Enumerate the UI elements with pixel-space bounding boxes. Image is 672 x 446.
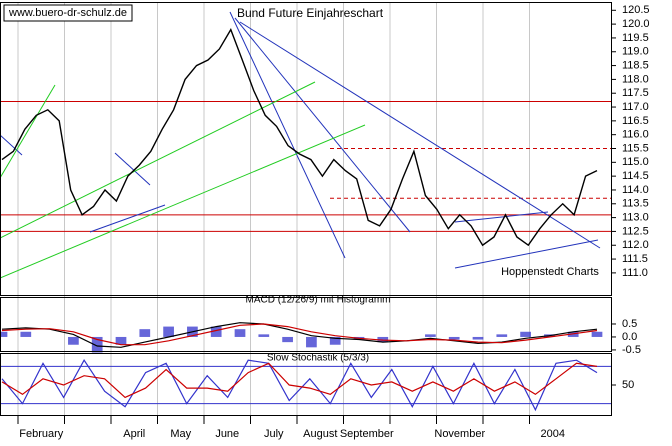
histogram-bar	[282, 336, 293, 343]
y-tick-label: 120.5	[622, 4, 650, 16]
trendline	[0, 134, 23, 156]
trendline	[0, 84, 56, 179]
histogram-bar	[163, 326, 174, 337]
trendline	[234, 17, 411, 233]
histogram-bar	[496, 334, 508, 337]
y-tick-label: 120.0	[622, 18, 650, 30]
y-tick-label: 111.5	[622, 253, 648, 265]
y-tick-label: 116.5	[622, 115, 649, 127]
trendline	[0, 124, 366, 279]
y-tick-label: 0.0	[622, 331, 637, 343]
grid	[0, 2, 611, 416]
y-tick-label: 113.0	[622, 212, 649, 224]
y-tick-label: 114.0	[622, 184, 649, 196]
x-tick-label: 2004	[541, 428, 565, 440]
y-tick-label: 113.5	[622, 198, 649, 210]
panel-frame	[0, 297, 612, 352]
trendline	[454, 211, 549, 223]
y-tick-label: 50	[622, 379, 634, 391]
histogram-bar	[258, 334, 270, 337]
y-tick-label: 117.0	[622, 101, 649, 113]
histogram-bar	[139, 329, 151, 337]
watermark: www.buero-dr-schulz.de	[8, 7, 127, 19]
histogram-bar	[20, 331, 32, 337]
chart-title: Bund Future Einjahreschart	[237, 6, 384, 20]
plot	[0, 27, 603, 412]
x-tick-label: November	[434, 428, 485, 440]
trendline	[114, 152, 151, 186]
histogram-bar	[591, 331, 603, 337]
histogram-bar	[115, 336, 127, 345]
histogram-bar	[425, 334, 436, 337]
x-tick-label: August	[303, 428, 337, 440]
series-line	[1, 27, 598, 247]
histogram-bar	[234, 329, 246, 337]
x-tick-label: June	[215, 428, 239, 440]
y-tick-label: 119.0	[622, 46, 649, 58]
histogram-bar	[306, 336, 317, 348]
histogram-bar	[329, 336, 341, 345]
histogram-bar	[210, 326, 222, 337]
series-line	[1, 359, 598, 412]
y-tick-label: 0.5	[622, 318, 637, 330]
watermark-box	[3, 4, 133, 22]
histogram-bar	[68, 336, 79, 345]
x-tick-label: May	[170, 428, 191, 440]
histogram-bar	[520, 331, 531, 337]
histogram-bar	[0, 331, 8, 337]
x-tick-label: February	[19, 428, 64, 440]
y-tick-label: 118.5	[622, 59, 649, 71]
y-tick-label: 119.5	[622, 32, 649, 44]
x-tick-label: July	[264, 428, 284, 440]
histogram-bar	[91, 336, 103, 353]
y-tick-label: 115.5	[622, 142, 649, 154]
y-tick-label: 116.0	[622, 129, 649, 141]
y-tick-label: 115.0	[622, 156, 649, 168]
y-tick-label: 112.5	[622, 225, 649, 237]
credit: Hoppenstedt Charts	[501, 266, 599, 278]
trendline	[454, 239, 599, 269]
panel-title: MACD (12/26/9) mit Histogramm	[245, 295, 390, 306]
trendline	[239, 21, 601, 249]
trendline	[229, 11, 346, 259]
histogram-bar	[448, 336, 460, 340]
histogram-bar	[472, 336, 484, 340]
y-tick-label: -0.5	[622, 344, 641, 356]
x-tick-label: April	[123, 428, 145, 440]
y-tick-label: 111.0	[622, 267, 648, 279]
x-tick-label: September	[340, 428, 394, 440]
y-tick-label: 117.5	[622, 87, 649, 99]
series-line	[1, 323, 598, 346]
y-tick-label: 118.0	[622, 73, 649, 85]
trendlines	[0, 11, 601, 279]
panel-title: Slow Stochastik (5/3/3)	[267, 353, 369, 364]
series-line	[1, 362, 598, 399]
trendline	[89, 204, 166, 233]
y-tick-label: 114.5	[622, 170, 649, 182]
y-tick-label: 112.0	[622, 239, 649, 251]
